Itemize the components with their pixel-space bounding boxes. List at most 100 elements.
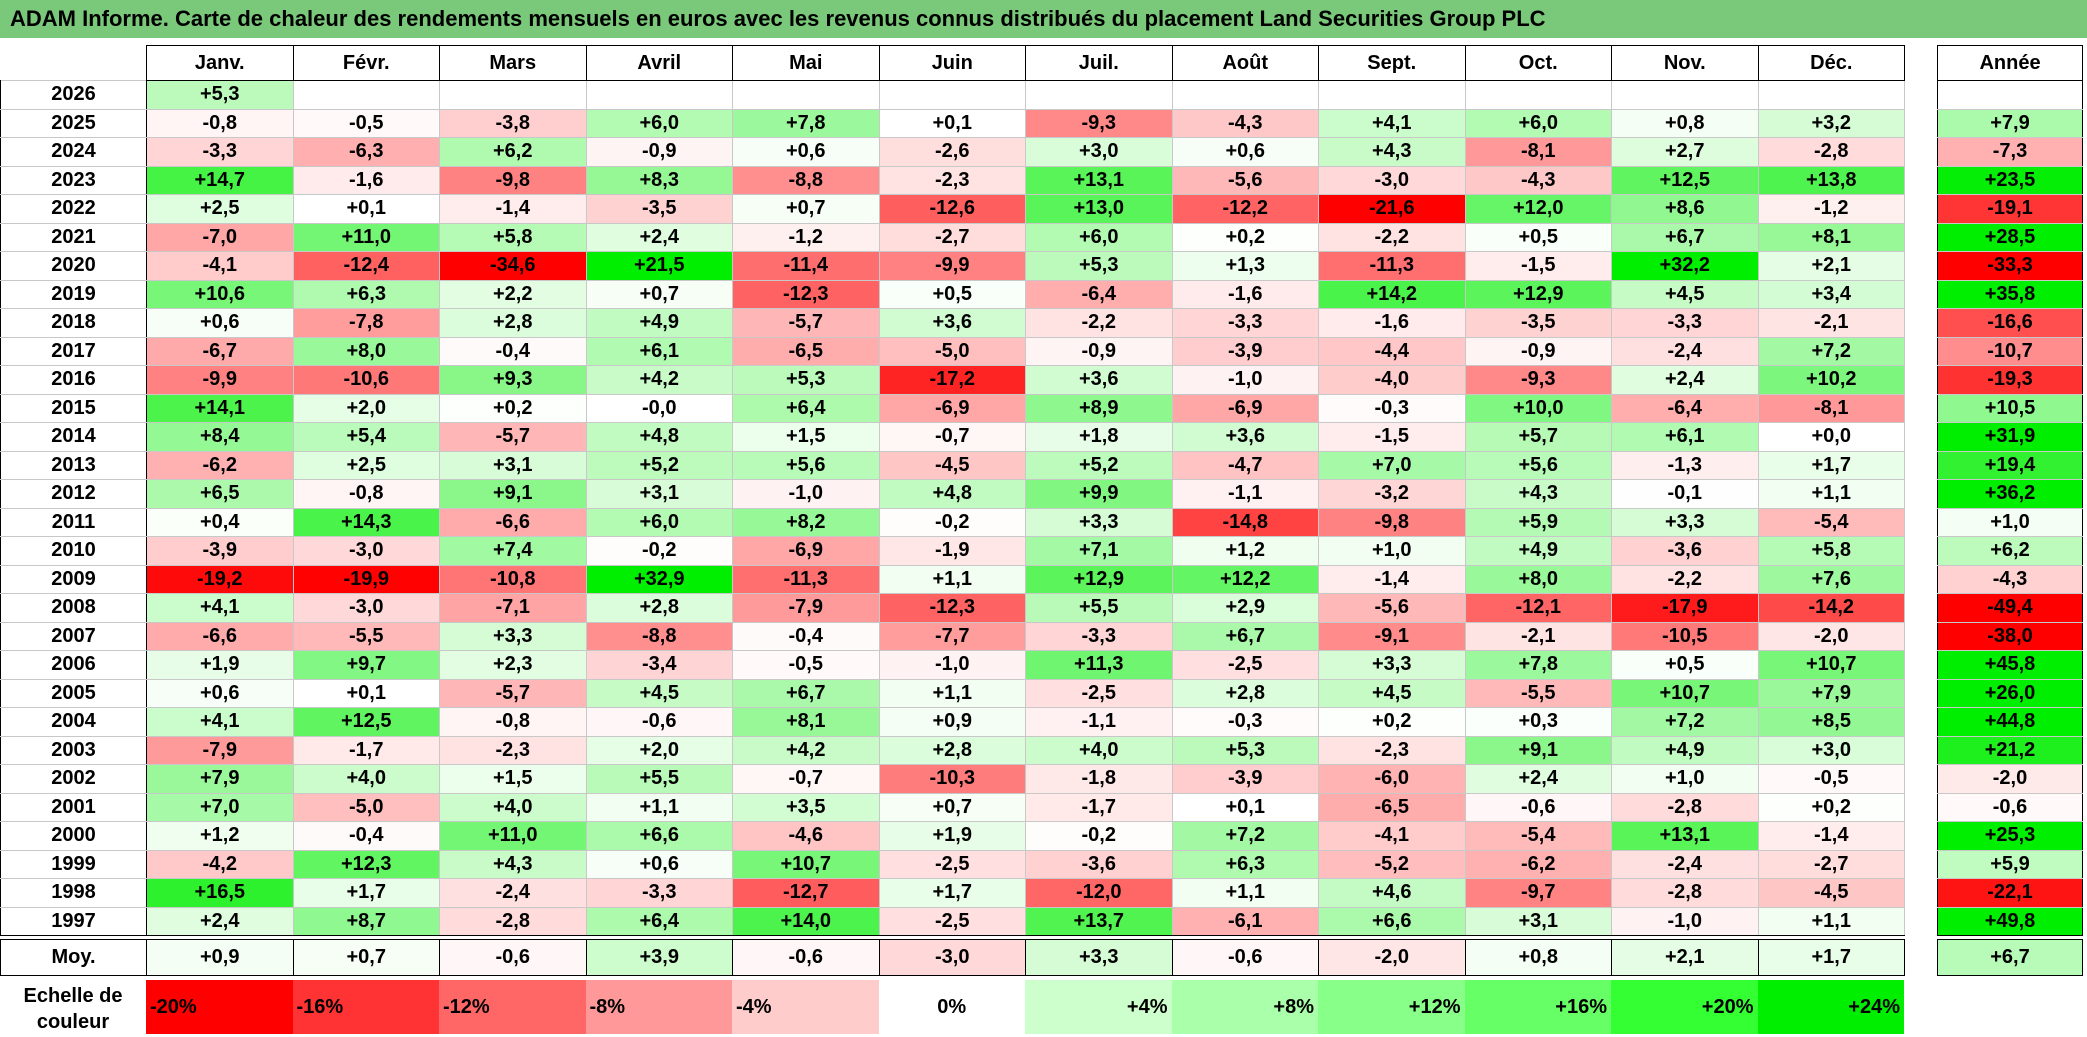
heatmap-cell: +1,1 [878,564,1026,594]
heatmap-cell: +0,1 [878,108,1026,138]
heatmap-cell: +4,0 [439,792,587,822]
average-annual-row: +6,7 [1937,939,2083,976]
month-header: Mai [732,45,880,81]
heatmap-cell: -6,6 [146,621,294,651]
annual-row: +31,9 [1937,422,2083,452]
annual-row: -0,6 [1937,792,2083,822]
heatmap-cell [1611,80,1759,110]
heatmap-cell: +8,6 [1611,194,1759,224]
heatmap-cell: -1,4 [439,194,587,224]
year-label: 2003 [0,735,147,765]
heatmap-cell: +4,5 [1318,678,1466,708]
heatmap-cell: -1,8 [1025,764,1173,794]
year-column-header: Année [1937,45,2083,81]
heatmap-cell: +10,7 [1611,678,1759,708]
heatmap-cell: +4,5 [585,678,733,708]
heatmap-cell: -10,3 [878,764,1026,794]
heatmap-cell: -5,4 [1464,821,1612,851]
heatmap-row: 2004 +4,1 +12,5 -0,8 -0,6 +8,1 +0,9 -1,1 -0,3 +0,… [0,707,1905,737]
heatmap-cell: -1,7 [292,735,440,765]
heatmap-cell: +7,0 [146,792,294,822]
spacer-row [0,935,1905,940]
year-label: 2002 [0,764,147,794]
annual-row: +35,8 [1937,279,2083,309]
heatmap-cell: +12,2 [1171,564,1319,594]
heatmap-cell: -3,5 [585,194,733,224]
heatmap-cell: +1,2 [146,821,294,851]
heatmap-cell: +7,9 [1757,678,1905,708]
heatmap-cell: +1,5 [732,422,880,452]
heatmap-cell: -1,3 [1611,450,1759,480]
color-scale-label: Echelle de couleur [23,985,123,1033]
heatmap-cell: +0,7 [585,279,733,309]
annual-cell: -19,1 [1937,194,2083,224]
monthly-heatmap-table: Janv. Févr. Mars Avril Mai Juin Juil. Août Sept.… [0,45,1905,976]
legend-swatch: +4% [1025,980,1172,1034]
heatmap-cell: -1,4 [1318,564,1466,594]
heatmap-cell: +5,8 [439,222,587,252]
heatmap-row: 2008 +4,1 -3,0 -7,1 +2,8 -7,9 -12,3 +5,5 +2,9 -5,… [0,593,1905,623]
annual-cell: -49,4 [1937,593,2083,623]
heatmap-row: 2002 +7,9 +4,0 +1,5 +5,5 -0,7 -10,3 -1,8 -3,9 -6,… [0,764,1905,794]
heatmap-cell: -0,7 [878,422,1026,452]
heatmap-cell [1025,80,1173,110]
heatmap-cell: +13,0 [1025,194,1173,224]
heatmap-cell: -3,6 [1025,849,1173,879]
annual-cell: +23,5 [1937,165,2083,195]
heatmap-cell: -1,1 [1171,479,1319,509]
average-cell: -0,6 [732,939,880,976]
heatmap-cell: +7,2 [1757,336,1905,366]
annual-cell: +28,5 [1937,222,2083,252]
heatmap-cell: -0,9 [585,137,733,167]
heatmap-cell: +14,0 [732,906,880,936]
heatmap-cell: +4,0 [1025,735,1173,765]
heatmap-cell: +3,3 [439,621,587,651]
heatmap-cell: +0,2 [1318,707,1466,737]
heatmap-cell: +12,9 [1025,564,1173,594]
heatmap-cell: -0,5 [1757,764,1905,794]
legend-swatch: -8% [585,980,732,1034]
heatmap-cell: +0,5 [1611,650,1759,680]
heatmap-cell: -5,5 [1464,678,1612,708]
heatmap-cell: -9,9 [878,251,1026,281]
year-label: 2014 [0,422,147,452]
average-cell: -0,6 [439,939,587,976]
heatmap-cell: +10,6 [146,279,294,309]
heatmap-cell: +9,3 [439,365,587,395]
heatmap-cell: +14,3 [292,507,440,537]
heatmap-row: 2005 +0,6 +0,1 -5,7 +4,5 +6,7 +1,1 -2,5 +2,8 +4,5… [0,678,1905,708]
annual-cell: -22,1 [1937,878,2083,908]
heatmap-row: 2016 -9,9 -10,6 +9,3 +4,2 +5,3 -17,2 +3,6 -1,0 -4… [0,365,1905,395]
heatmap-cell: +14,2 [1318,279,1466,309]
heatmap-cell: -3,0 [292,536,440,566]
heatmap-cell: -4,6 [732,821,880,851]
heatmap-row: 2014 +8,4 +5,4 -5,7 +4,8 +1,5 -0,7 +1,8 +3,6 -1,5… [0,422,1905,452]
month-header: Oct. [1464,45,1612,81]
heatmap-cell: +4,8 [878,479,1026,509]
year-label: 2007 [0,621,147,651]
heatmap-cell: -2,8 [439,906,587,936]
heatmap-cell: -2,8 [1611,878,1759,908]
heatmap-cell: -8,1 [1464,137,1612,167]
heatmap-row: 2023 +14,7 -1,6 -9,8 +8,3 -8,8 -2,3 +13,1 -5,6 -3… [0,165,1905,195]
heatmap-cell: -0,0 [585,393,733,423]
heatmap-cell: -11,4 [732,251,880,281]
heatmap-row: 2009 -19,2 -19,9 -10,8 +32,9 -11,3 +1,1 +12,9 +1… [0,564,1905,594]
heatmap-cell: +10,7 [1757,650,1905,680]
heatmap-cell: -1,6 [1171,279,1319,309]
heatmap-cell: -4,2 [146,849,294,879]
annual-row: +23,5 [1937,165,2083,195]
heatmap-cell: -3,3 [1611,308,1759,338]
heatmap-cell: +4,6 [1318,878,1466,908]
annual-row: -2,0 [1937,764,2083,794]
heatmap-cell: -3,8 [439,108,587,138]
heatmap-cell: -5,7 [439,678,587,708]
heatmap-cell: +0,8 [1611,108,1759,138]
heatmap-row: 2013 -6,2 +2,5 +3,1 +5,2 +5,6 -4,5 +5,2 -4,7 +7,0… [0,450,1905,480]
heatmap-cell: -3,4 [585,650,733,680]
heatmap-cell: +7,6 [1757,564,1905,594]
heatmap-cell: -6,2 [1464,849,1612,879]
heatmap-cell: +3,3 [1025,507,1173,537]
heatmap-cell: -4,7 [1171,450,1319,480]
heatmap-cell: -0,4 [439,336,587,366]
